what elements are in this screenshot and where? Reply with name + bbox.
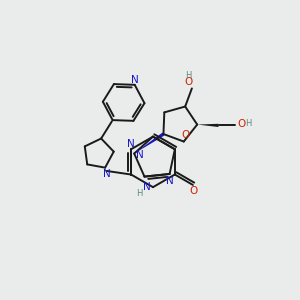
Text: N: N	[166, 176, 174, 185]
Text: O: O	[189, 186, 198, 196]
Text: N: N	[103, 169, 110, 178]
Text: N: N	[136, 150, 143, 160]
Text: O: O	[184, 77, 192, 88]
Polygon shape	[134, 133, 164, 154]
Text: H: H	[245, 119, 251, 128]
Polygon shape	[197, 124, 219, 127]
Text: H: H	[136, 189, 143, 198]
Text: O: O	[181, 130, 189, 140]
Text: N: N	[131, 75, 139, 85]
Text: N: N	[142, 182, 150, 192]
Text: H: H	[185, 71, 191, 80]
Text: O: O	[237, 119, 246, 129]
Text: N: N	[127, 139, 135, 149]
